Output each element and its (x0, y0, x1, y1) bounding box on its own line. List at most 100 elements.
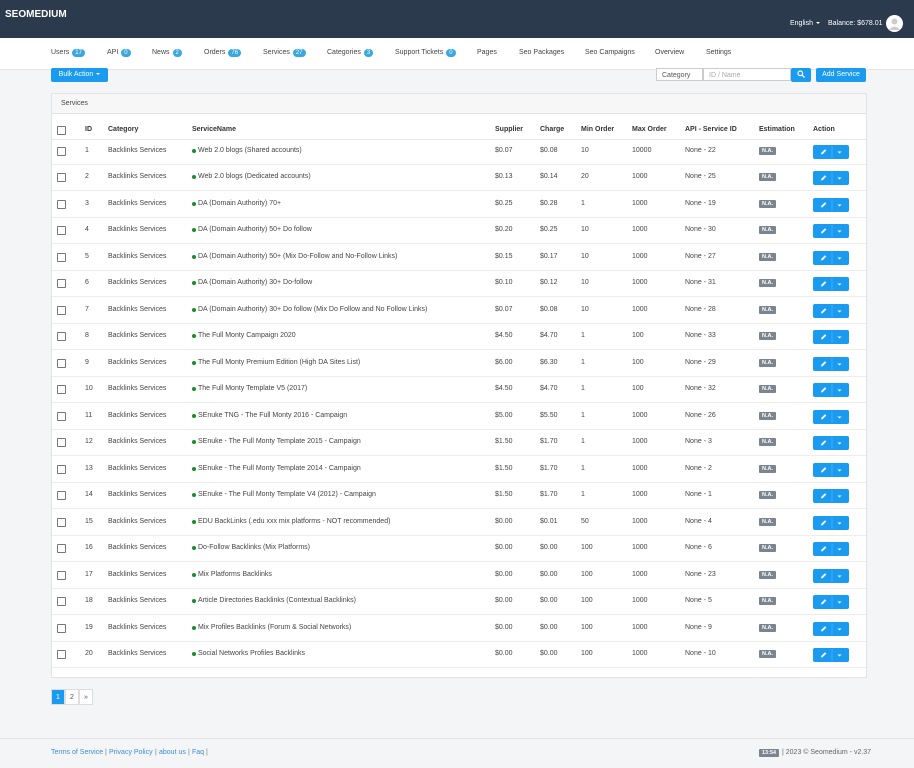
panel-title: Services (61, 100, 88, 107)
row-checkbox[interactable] (57, 491, 66, 501)
edit-button[interactable] (813, 595, 849, 610)
search-button[interactable] (791, 68, 811, 82)
max-order: 1000 (632, 464, 648, 472)
row-checkbox[interactable] (57, 570, 66, 580)
edit-button[interactable] (813, 303, 849, 318)
edit-icon (821, 490, 842, 503)
row-checkbox[interactable] (57, 305, 66, 315)
status-dot (192, 599, 196, 604)
row-checkbox[interactable] (57, 226, 66, 236)
page-link[interactable]: » (79, 689, 93, 705)
estimation-badge: N.A. (759, 411, 776, 420)
edit-button[interactable] (813, 648, 849, 662)
services-panel: Services ID Category ServiceName Supplier Ch… (51, 93, 867, 678)
page-link[interactable]: 1 (51, 689, 65, 705)
row-checkbox[interactable] (57, 597, 66, 607)
id: 2 (85, 173, 89, 181)
edit-button[interactable] (813, 330, 849, 345)
edit-button[interactable] (813, 542, 849, 557)
nav-item[interactable]: Users 17 (51, 49, 85, 57)
nav-item[interactable]: Overview (655, 49, 684, 56)
edit-button[interactable] (813, 197, 849, 212)
row-checkbox[interactable] (57, 252, 66, 262)
supplier: $0.00 (495, 597, 513, 605)
service-name: DA (Domain Authority) 50+ (Mix Do-Follow… (198, 252, 398, 260)
edit-button[interactable] (813, 171, 849, 186)
id: 18 (85, 597, 93, 605)
nav-item[interactable]: Settings (706, 49, 731, 56)
edit-button[interactable] (813, 621, 849, 636)
language-menu[interactable]: English (790, 20, 820, 27)
row-checkbox[interactable] (57, 358, 66, 368)
id: 20 (85, 650, 93, 657)
nav-badge: 17 (72, 49, 85, 57)
row-checkbox[interactable] (57, 411, 66, 421)
edit-icon (821, 649, 842, 661)
api-service-id: None - 30 (685, 226, 716, 234)
nav-item[interactable]: News 2 (152, 49, 182, 57)
checkbox[interactable] (57, 126, 66, 135)
footer-link[interactable]: Terms of Service (51, 749, 104, 756)
service-name: The Full Monty Template V5 (2017) (198, 385, 308, 393)
edit-button[interactable] (813, 489, 849, 504)
category: Backlinks Services (108, 464, 167, 472)
footer-link[interactable]: about us (159, 749, 186, 756)
edit-button[interactable] (813, 145, 849, 159)
category-select[interactable]: Category (656, 68, 703, 81)
nav-item[interactable]: Pages (477, 49, 497, 56)
page-link[interactable]: 2 (65, 689, 79, 705)
edit-button[interactable] (813, 356, 849, 371)
service-name: SEnuke TNG - The Full Monty 2016 - Campa… (198, 411, 348, 419)
row-checkbox[interactable] (57, 623, 66, 633)
edit-button[interactable] (813, 383, 849, 398)
footer-link[interactable]: Privacy Policy (109, 749, 153, 756)
estimation-badge: N.A. (759, 464, 776, 473)
edit-button[interactable] (813, 568, 849, 583)
edit-button[interactable] (813, 436, 849, 451)
row-checkbox[interactable] (57, 464, 66, 474)
service-name: DA (Domain Authority) 70+ (198, 199, 282, 207)
search-input[interactable]: ID / Name (703, 68, 791, 81)
nav-badge: 76 (228, 49, 242, 57)
max-order: 1000 (632, 570, 648, 578)
row-checkbox[interactable] (57, 332, 66, 342)
nav-item[interactable]: Seo Campaigns (585, 49, 635, 56)
nav-item[interactable]: Orders 76 (204, 49, 242, 57)
nav-label: API (107, 49, 119, 56)
row-divider (52, 455, 866, 457)
nav-item[interactable]: Support Tickets 0 (395, 49, 456, 57)
avatar[interactable] (886, 15, 903, 32)
row-checkbox[interactable] (57, 199, 66, 209)
row-checkbox[interactable] (57, 438, 66, 448)
nav-item[interactable]: Seo Packages (519, 49, 564, 56)
estimation-badge: N.A. (759, 147, 776, 155)
edit-button[interactable] (813, 224, 849, 239)
row-checkbox[interactable] (57, 173, 66, 183)
footer-link[interactable]: Faq (192, 749, 205, 756)
row-checkbox[interactable] (57, 650, 66, 659)
row-checkbox[interactable] (57, 279, 66, 289)
nav-item[interactable]: Categories 3 (327, 49, 374, 57)
row-checkbox[interactable] (57, 544, 66, 554)
row-checkbox[interactable] (57, 147, 66, 156)
edit-button[interactable] (813, 409, 849, 424)
edit-button[interactable] (813, 515, 849, 530)
footer-separator: | (155, 749, 157, 756)
estimation-badge: N.A. (759, 332, 776, 341)
edit-button[interactable] (813, 250, 849, 265)
bulk-action-button[interactable]: Bulk Action (51, 68, 108, 82)
edit-icon (821, 596, 842, 609)
row-divider (52, 296, 866, 298)
edit-button[interactable] (813, 277, 849, 292)
edit-button[interactable] (813, 462, 849, 477)
nav-item[interactable]: Services 27 (263, 49, 306, 57)
charge: $0.17 (540, 252, 558, 260)
edit-icon (821, 410, 842, 423)
row-checkbox[interactable] (57, 385, 66, 395)
edit-icon (821, 437, 842, 450)
row-checkbox[interactable] (57, 517, 66, 527)
brand[interactable]: SEOMEDIUM (5, 9, 67, 20)
add-service-button[interactable]: Add Service (816, 68, 866, 82)
nav-item[interactable]: API 0 (107, 49, 131, 57)
api-service-id: None - 5 (685, 597, 712, 605)
